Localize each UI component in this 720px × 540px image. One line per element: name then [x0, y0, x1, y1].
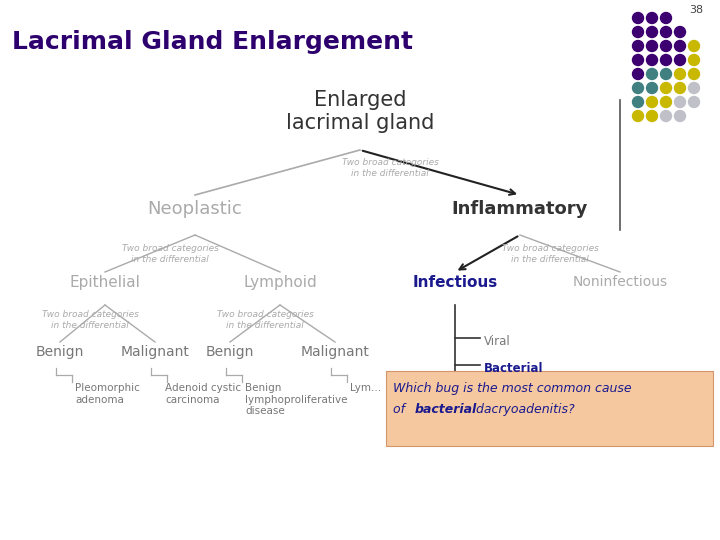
- Text: Benign: Benign: [206, 345, 254, 359]
- Circle shape: [688, 40, 700, 51]
- Circle shape: [660, 83, 672, 93]
- Text: Benign: Benign: [36, 345, 84, 359]
- Text: Lacrimal Gland Enlargement: Lacrimal Gland Enlargement: [12, 30, 413, 54]
- Text: Two broad categories
in the differential: Two broad categories in the differential: [341, 158, 438, 178]
- Circle shape: [647, 26, 657, 37]
- Circle shape: [675, 97, 685, 107]
- Circle shape: [632, 12, 644, 24]
- Text: Infectious: Infectious: [413, 275, 498, 290]
- Text: Lymphoid: Lymphoid: [243, 275, 317, 290]
- Circle shape: [675, 55, 685, 65]
- Text: Enlarged
lacrimal gland: Enlarged lacrimal gland: [286, 90, 434, 133]
- Circle shape: [632, 69, 644, 79]
- Text: Two broad categories
in the differential: Two broad categories in the differential: [217, 310, 313, 330]
- Circle shape: [660, 26, 672, 37]
- Circle shape: [688, 97, 700, 107]
- Circle shape: [632, 111, 644, 122]
- Text: Viral: Viral: [484, 335, 510, 348]
- Circle shape: [660, 97, 672, 107]
- Text: Two broad categories
in the differential: Two broad categories in the differential: [42, 310, 138, 330]
- Text: Noninfectious: Noninfectious: [572, 275, 667, 289]
- Circle shape: [647, 55, 657, 65]
- Text: Two broad categories
in the differential: Two broad categories in the differential: [502, 244, 598, 264]
- Text: Malignant: Malignant: [120, 345, 189, 359]
- Text: Epithelial: Epithelial: [70, 275, 140, 290]
- Circle shape: [660, 69, 672, 79]
- Text: Neoplastic: Neoplastic: [148, 200, 243, 218]
- Circle shape: [688, 55, 700, 65]
- Circle shape: [647, 111, 657, 122]
- Circle shape: [675, 69, 685, 79]
- Text: Lym...: Lym...: [350, 383, 381, 393]
- Text: bacterial: bacterial: [415, 403, 477, 416]
- Text: Two broad categories
in the differential: Two broad categories in the differential: [122, 244, 218, 264]
- Circle shape: [675, 111, 685, 122]
- Circle shape: [675, 83, 685, 93]
- Text: Pleomorphic
adenoma: Pleomorphic adenoma: [75, 383, 140, 404]
- Circle shape: [688, 69, 700, 79]
- Text: 38: 38: [689, 5, 703, 15]
- Circle shape: [660, 12, 672, 24]
- Text: Inflammatory: Inflammatory: [452, 200, 588, 218]
- Circle shape: [647, 83, 657, 93]
- Circle shape: [632, 97, 644, 107]
- Circle shape: [647, 69, 657, 79]
- Circle shape: [632, 83, 644, 93]
- Circle shape: [675, 40, 685, 51]
- Circle shape: [632, 26, 644, 37]
- Text: of: of: [393, 403, 409, 416]
- Circle shape: [675, 26, 685, 37]
- Circle shape: [660, 111, 672, 122]
- Text: Adenoid cystic
carcinoma: Adenoid cystic carcinoma: [165, 383, 241, 404]
- Text: Bacterial: Bacterial: [484, 362, 544, 375]
- Circle shape: [660, 55, 672, 65]
- Text: Malignant: Malignant: [300, 345, 369, 359]
- Text: Benign
lymphoproliferative
disease: Benign lymphoproliferative disease: [245, 383, 348, 416]
- Circle shape: [660, 40, 672, 51]
- Circle shape: [688, 83, 700, 93]
- Text: Which bug is the most common cause: Which bug is the most common cause: [393, 382, 631, 395]
- Circle shape: [632, 40, 644, 51]
- Circle shape: [647, 12, 657, 24]
- Circle shape: [647, 40, 657, 51]
- Text: dacryoadenitis?: dacryoadenitis?: [472, 403, 575, 416]
- Circle shape: [647, 97, 657, 107]
- Circle shape: [632, 55, 644, 65]
- FancyBboxPatch shape: [386, 371, 713, 446]
